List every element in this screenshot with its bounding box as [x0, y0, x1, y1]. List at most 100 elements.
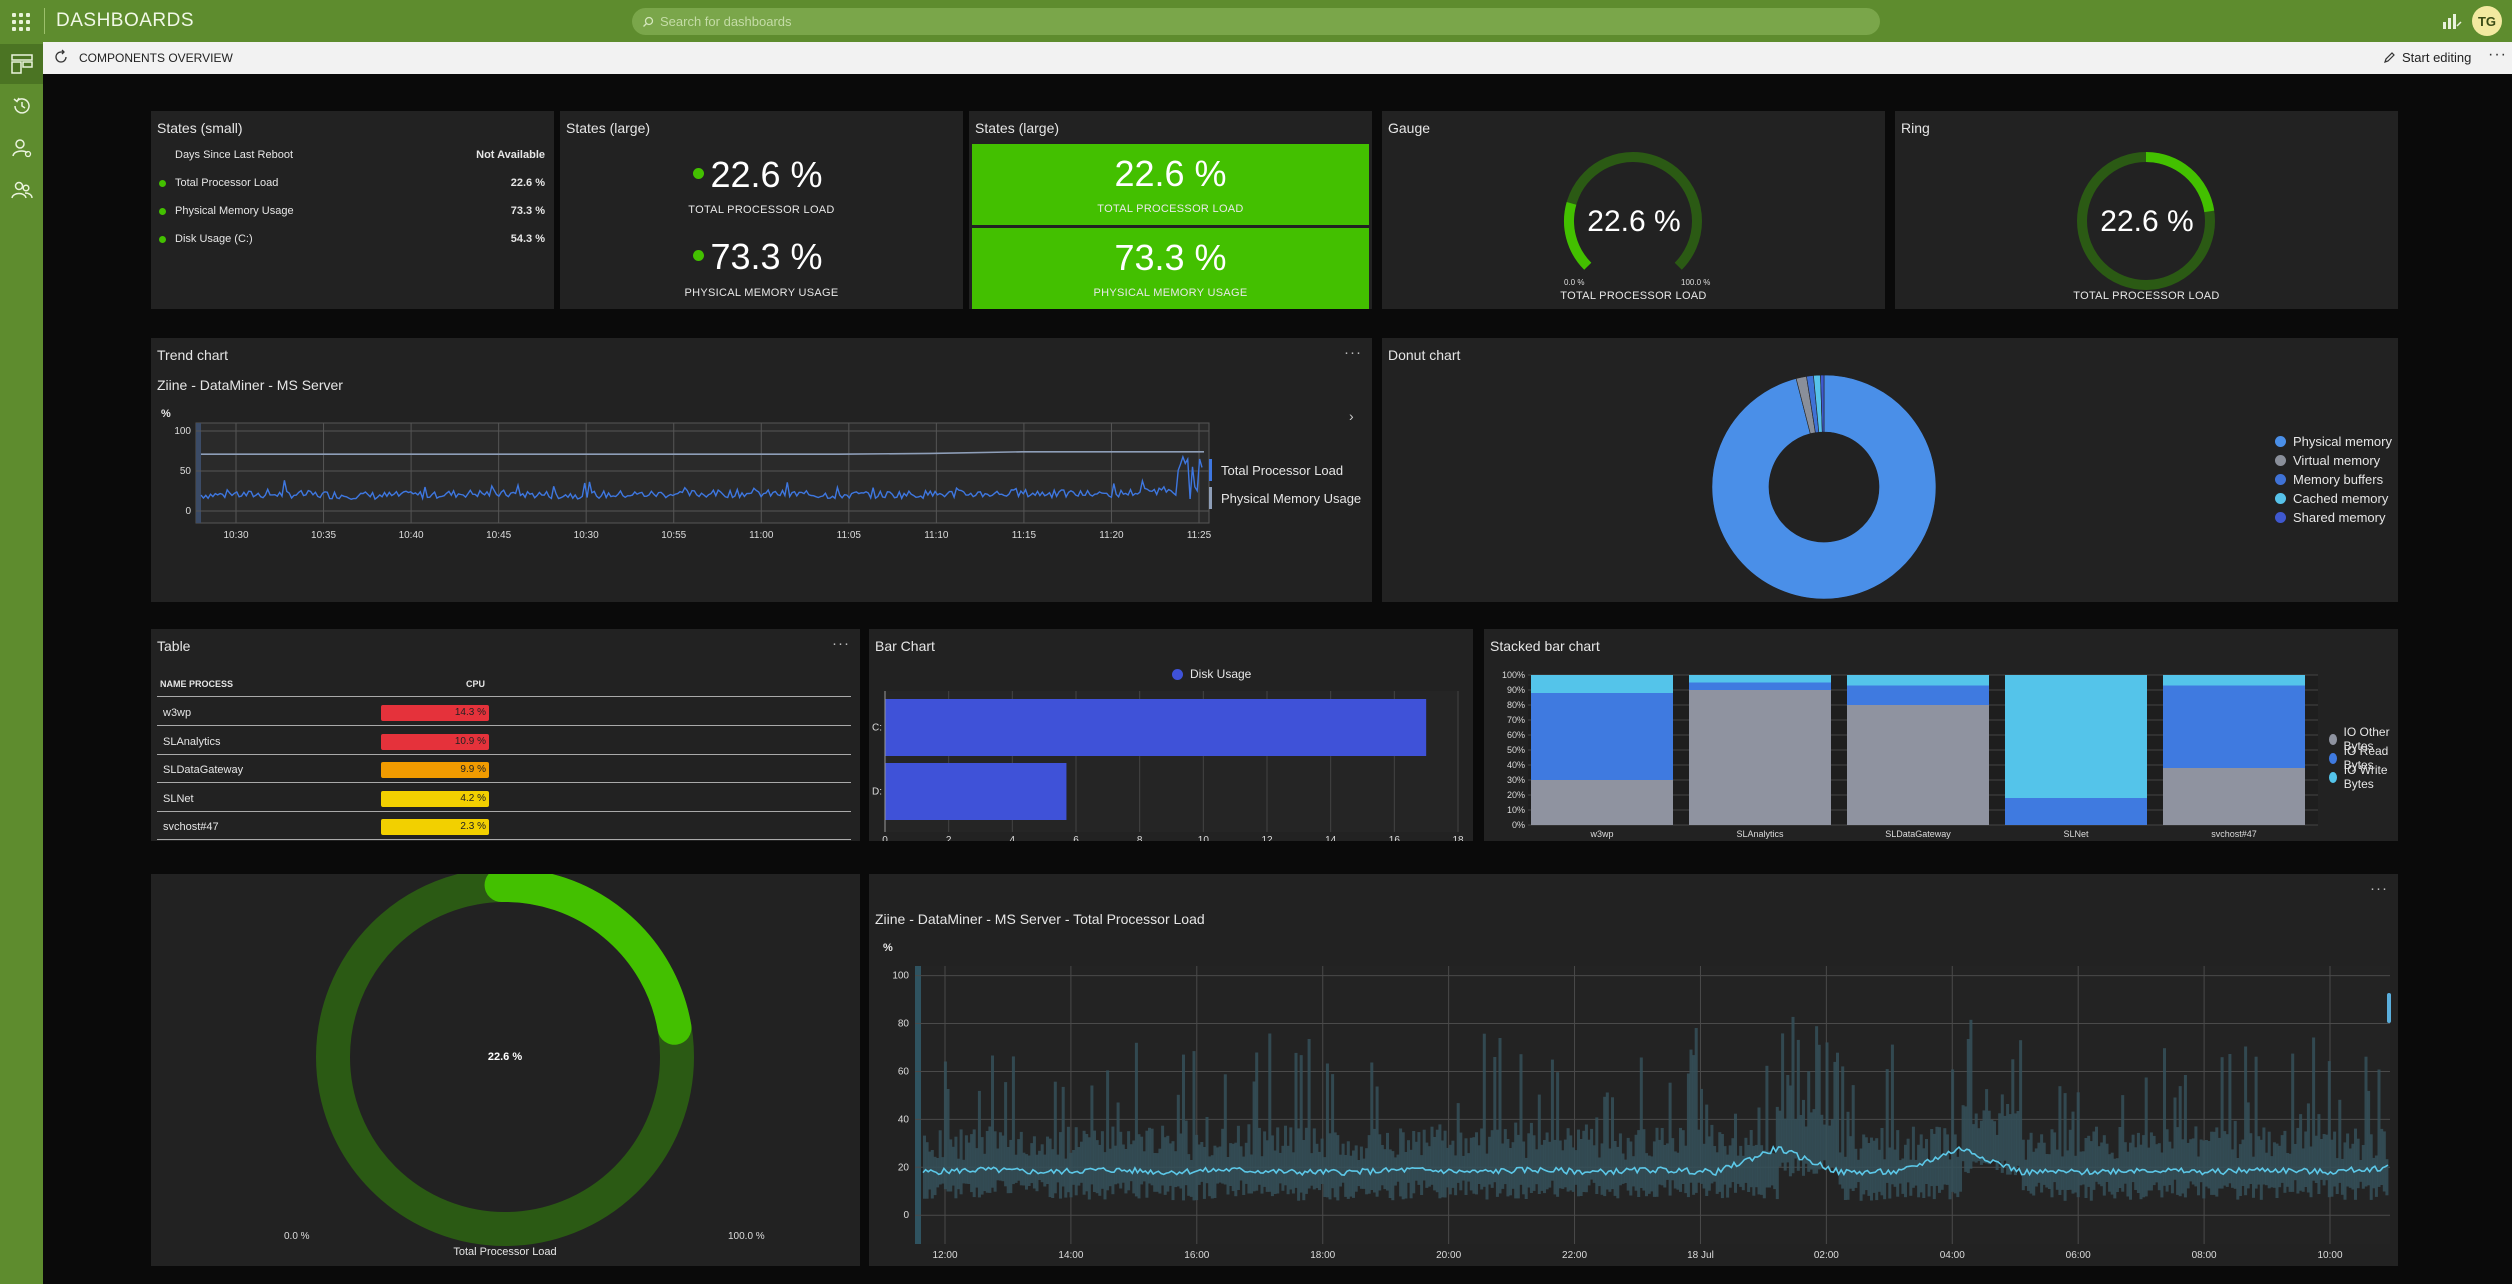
range-bar	[1603, 1096, 1607, 1197]
search-input[interactable]	[660, 14, 1840, 29]
history-icon[interactable]	[0, 86, 43, 126]
range-bar	[1985, 1089, 1989, 1164]
range-bar	[1841, 1066, 1845, 1189]
table-row[interactable]: SLDataGateway 9.9 %	[157, 755, 851, 783]
processor-load-chart-panel: ··· Ziine - DataMiner - MS Server - Tota…	[869, 874, 2398, 1266]
legend-item-disk[interactable]: Disk Usage	[1172, 667, 1251, 681]
refresh-icon[interactable]	[53, 49, 69, 65]
legend-item[interactable]: Cached memory	[2275, 491, 2388, 506]
range-bar	[1441, 1140, 1445, 1198]
x-tick-label: 10:30	[574, 530, 599, 541]
user-settings-icon[interactable]	[0, 128, 43, 168]
range-bar	[2155, 1144, 2159, 1183]
range-bar	[1747, 1145, 1751, 1192]
legend-item-memory[interactable]: Physical Memory Usage	[1221, 491, 1362, 506]
more-options-icon[interactable]: ···	[2488, 46, 2507, 63]
range-bar	[1634, 1134, 1638, 1191]
plot-area	[195, 422, 1210, 524]
table-row[interactable]: SLAnalytics 10.9 %	[157, 727, 851, 755]
range-bar	[1100, 1131, 1104, 1189]
range-bar	[1571, 1147, 1575, 1192]
range-bar	[1059, 1132, 1063, 1199]
range-bar	[2006, 1104, 2010, 1175]
ring-label: Total Processor Load	[453, 1246, 557, 1258]
status-dot	[693, 168, 704, 179]
processor-load-label: TOTAL PROCESSOR LOAD	[688, 204, 835, 216]
range-bar	[938, 1130, 942, 1185]
range-bar	[1794, 1118, 1798, 1159]
range-bar	[1543, 1140, 1547, 1194]
range-bar	[1302, 1140, 1306, 1201]
range-bar	[1446, 1147, 1450, 1188]
range-bar	[2194, 1126, 2198, 1187]
legend-item[interactable]: Physical memory	[2275, 434, 2392, 449]
legend-label: IO Read Bytes	[2343, 744, 2389, 772]
range-bar	[1893, 1149, 1897, 1187]
stacked-segment	[1531, 675, 1673, 693]
bar-chart-icon[interactable]	[2442, 12, 2462, 30]
gauge-min: 0.0 %	[1564, 278, 1585, 287]
table-row[interactable]: w3wp 14.3 %	[157, 698, 851, 726]
range-bar	[1705, 1104, 1709, 1196]
start-editing-button[interactable]: Start editing	[2383, 50, 2471, 65]
more-options-icon[interactable]: ···	[2370, 880, 2388, 897]
range-bar	[1216, 1147, 1220, 1184]
legend-item[interactable]: Memory buffers	[2275, 472, 2383, 487]
table-row[interactable]: svchost#47 2.3 %	[157, 812, 851, 840]
range-bar	[2189, 1139, 2193, 1182]
memory-usage-label: PHYSICAL MEMORY USAGE	[684, 287, 839, 299]
range-bar	[1877, 1149, 1881, 1192]
legend-item[interactable]: Shared memory	[2275, 510, 2385, 525]
range-bar	[2071, 1111, 2075, 1194]
range-bar	[1982, 1110, 1986, 1163]
column-header-cpu[interactable]: CPU	[466, 679, 486, 689]
range-bar	[1242, 1156, 1246, 1195]
range-bar	[1304, 1127, 1308, 1194]
range-bar	[2061, 1156, 2065, 1190]
range-bar	[2139, 1144, 2143, 1200]
table-row[interactable]: SLNet 4.2 %	[157, 784, 851, 812]
states-small-panel: States (small) Days Since Last Reboot Not…	[151, 111, 554, 309]
legend-item-processor[interactable]: Total Processor Load	[1221, 463, 1344, 478]
x-tick-label: 10:35	[311, 530, 336, 541]
legend-item[interactable]: Virtual memory	[2275, 453, 2380, 468]
range-bar	[1527, 1133, 1531, 1188]
users-icon[interactable]	[0, 170, 43, 210]
legend-label: Cached memory	[2293, 491, 2389, 506]
status-dot	[159, 180, 166, 187]
dashboards-icon[interactable]	[0, 44, 43, 84]
legend-item-read[interactable]: IO Read Bytes	[2329, 744, 2398, 772]
user-avatar[interactable]: TG	[2472, 6, 2502, 36]
x-tick-label: 14	[1325, 835, 1337, 841]
range-bar	[1673, 1151, 1677, 1189]
range-bar	[985, 1131, 989, 1193]
range-bar	[1964, 1106, 1968, 1172]
legend-dot	[2329, 733, 2337, 745]
scrollbar-handle[interactable]	[2387, 993, 2391, 1023]
range-bar	[1558, 1140, 1562, 1189]
range-bar	[1365, 1148, 1369, 1195]
legend-item-other[interactable]: IO Other Bytes	[2329, 725, 2398, 753]
more-options-icon[interactable]: ···	[832, 635, 850, 652]
range-bar	[2040, 1134, 2044, 1193]
column-header-name[interactable]: NAME PROCESS	[160, 679, 234, 689]
range-bar	[2293, 1144, 2297, 1181]
apps-grid-icon[interactable]	[12, 13, 30, 31]
y-tick-label: 0	[185, 506, 191, 517]
chevron-right-icon[interactable]: ›	[1349, 408, 1354, 424]
range-bar	[2252, 1156, 2256, 1198]
range-bar	[2204, 1140, 2208, 1187]
more-options-icon[interactable]: ···	[1344, 344, 1362, 361]
state-row[interactable]: Physical Memory Usage 73.3 %	[157, 205, 547, 223]
state-row[interactable]: Total Processor Load 22.6 %	[157, 177, 547, 195]
search-box[interactable]	[632, 8, 1880, 35]
range-bar	[1247, 1124, 1251, 1194]
legend-item-write[interactable]: IO Write Bytes	[2329, 763, 2398, 791]
range-bar	[1098, 1144, 1102, 1196]
state-row[interactable]: Days Since Last Reboot Not Available	[157, 149, 547, 167]
range-bar	[1433, 1137, 1437, 1191]
range-bar	[1786, 1075, 1790, 1163]
y-tick-label: 90%	[1507, 685, 1525, 695]
state-row[interactable]: Disk Usage (C:) 54.3 %	[157, 233, 547, 251]
range-bar	[1783, 1118, 1787, 1171]
